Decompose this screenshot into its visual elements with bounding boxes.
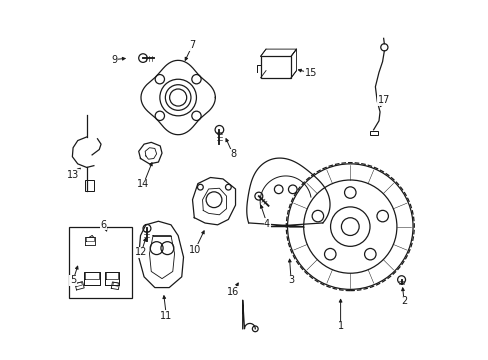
- Text: 8: 8: [229, 149, 236, 159]
- Text: 10: 10: [188, 245, 201, 255]
- Text: 9: 9: [111, 54, 118, 64]
- Bar: [69, 226, 131, 298]
- Bar: [260, 56, 290, 78]
- Text: 17: 17: [377, 95, 389, 105]
- Text: 13: 13: [67, 170, 79, 180]
- Text: 7: 7: [189, 40, 195, 50]
- Text: 3: 3: [287, 275, 294, 285]
- Bar: [85, 180, 94, 191]
- Bar: [369, 131, 377, 135]
- Text: 2: 2: [400, 296, 407, 306]
- Text: 11: 11: [160, 311, 172, 320]
- Text: 14: 14: [137, 179, 149, 189]
- Text: 6: 6: [101, 220, 107, 230]
- Text: 4: 4: [264, 219, 269, 229]
- Text: 5: 5: [70, 275, 76, 285]
- Text: 15: 15: [304, 68, 316, 78]
- Text: 1: 1: [337, 321, 343, 331]
- Text: 12: 12: [135, 247, 147, 257]
- Text: 16: 16: [226, 287, 239, 297]
